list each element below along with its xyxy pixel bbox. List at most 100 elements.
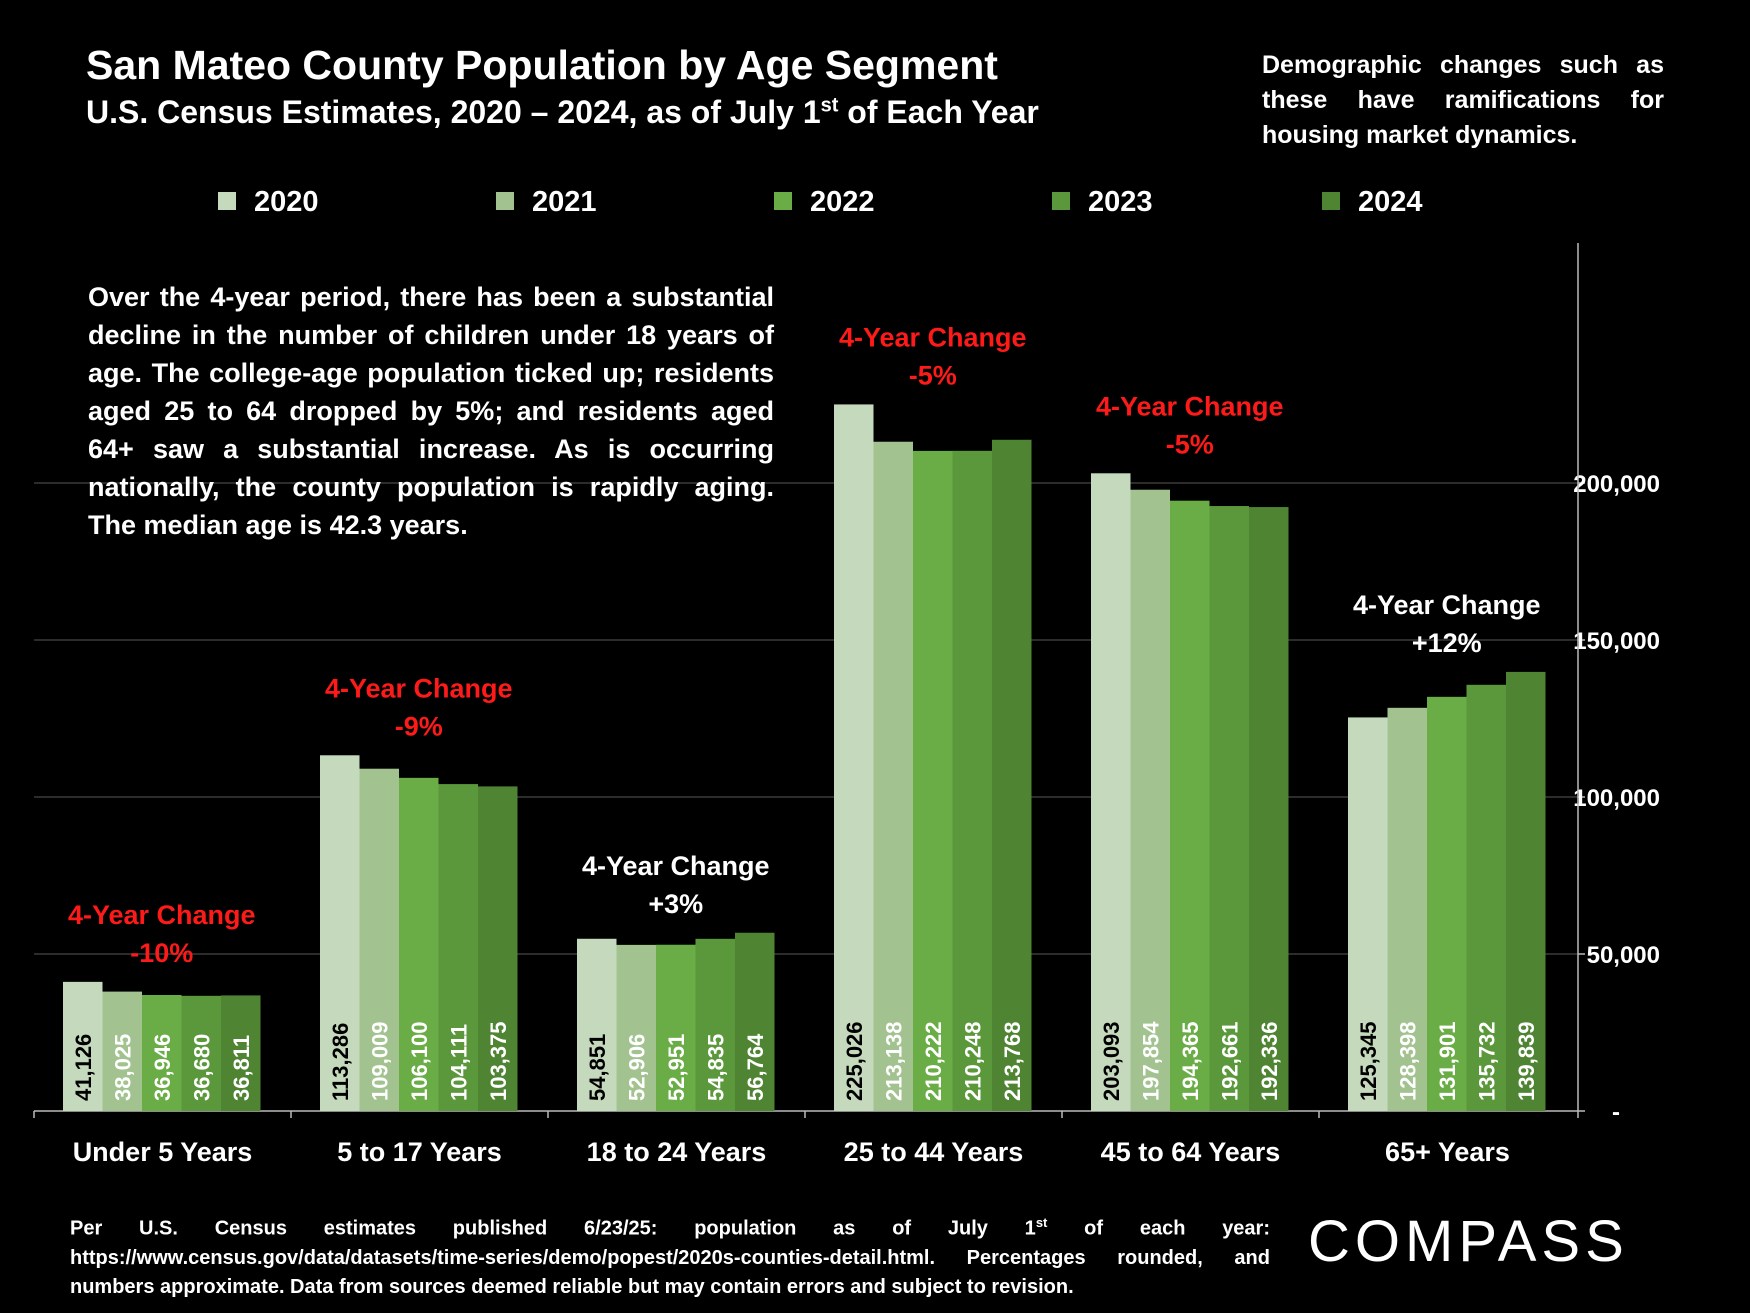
- bar: [1249, 507, 1289, 1112]
- change-annotation-value: -5%: [1166, 429, 1214, 459]
- bar-value-label: 139,839: [1514, 1021, 1539, 1101]
- bar-value-label: 125,345: [1356, 1021, 1381, 1101]
- subtitle-superscript: st: [820, 94, 839, 117]
- legend-swatch: [1322, 192, 1340, 210]
- x-category-label: Under 5 Years: [73, 1137, 253, 1167]
- x-category-label: 65+ Years: [1385, 1137, 1510, 1167]
- bar: [320, 755, 360, 1111]
- bar-value-label: 225,026: [842, 1021, 867, 1101]
- bar: [1091, 473, 1131, 1112]
- bar: [834, 404, 874, 1112]
- bar: [913, 450, 953, 1111]
- legend-swatch: [1052, 192, 1070, 210]
- bar-value-label: 36,680: [189, 1034, 214, 1101]
- bar: [873, 441, 913, 1111]
- bar: [1348, 717, 1388, 1111]
- subtitle-end: of Each Year: [838, 94, 1039, 130]
- bar-value-label: 203,093: [1099, 1021, 1124, 1101]
- bar: [1387, 707, 1427, 1111]
- bar-value-label: 210,222: [921, 1021, 946, 1101]
- commentary-text: Over the 4-year period, there has been a…: [88, 282, 774, 540]
- bar: [221, 995, 261, 1111]
- bar-value-label: 54,851: [585, 1034, 610, 1101]
- change-annotation-value: -5%: [909, 360, 957, 390]
- y-tick-label: 50,000: [1587, 942, 1660, 969]
- change-annotation-label: 4-Year Change: [68, 900, 256, 930]
- change-annotation-label: 4-Year Change: [1096, 391, 1284, 421]
- y-tick-label: 100,000: [1573, 785, 1660, 812]
- change-annotation-value: +3%: [648, 889, 703, 919]
- bar: [1427, 696, 1467, 1111]
- bar: [952, 450, 992, 1111]
- y-tick-label: 200,000: [1573, 471, 1660, 498]
- y-tick-label: 150,000: [1573, 628, 1660, 655]
- bar: [1466, 684, 1506, 1111]
- chart-title: San Mateo County Population by Age Segme…: [86, 42, 998, 88]
- chart-subtitle: U.S. Census Estimates, 2020 – 2024, as o…: [86, 94, 1039, 131]
- legend-swatch: [218, 192, 236, 210]
- footnote-part1: Per U.S. Census estimates published 6/23…: [70, 1217, 1036, 1240]
- bar-value-label: 197,854: [1138, 1021, 1163, 1101]
- change-annotation-label: 4-Year Change: [582, 851, 770, 881]
- bar-value-label: 213,138: [881, 1021, 906, 1101]
- bar-value-label: 113,286: [328, 1023, 353, 1101]
- change-annotation-label: 4-Year Change: [839, 322, 1027, 352]
- bar: [1170, 500, 1210, 1111]
- bar-value-label: 135,732: [1474, 1021, 1499, 1101]
- bar: [992, 439, 1032, 1111]
- x-category-label: 5 to 17 Years: [337, 1137, 502, 1167]
- legend-swatch: [496, 192, 514, 210]
- source-footnote: Per U.S. Census estimates published 6/23…: [70, 1208, 1270, 1302]
- bar-value-label: 54,835: [703, 1034, 728, 1101]
- footnote-superscript: st: [1035, 1215, 1048, 1230]
- legend-label: 2023: [1088, 186, 1153, 218]
- legend-label: 2021: [532, 186, 597, 218]
- change-annotation-value: -9%: [395, 711, 443, 741]
- legend-label: 2024: [1358, 186, 1423, 218]
- bar-value-label: 104,111: [446, 1024, 471, 1101]
- bar: [735, 932, 775, 1111]
- change-annotation-label: 4-Year Change: [1353, 590, 1541, 620]
- bar: [63, 981, 103, 1111]
- side-note: Demographic changes such as these have r…: [1262, 51, 1664, 149]
- bar: [656, 944, 696, 1111]
- bar-value-label: 109,009: [367, 1021, 392, 1101]
- bar: [359, 768, 399, 1111]
- bar-value-label: 210,248: [960, 1021, 985, 1101]
- bar: [181, 995, 221, 1111]
- bar-value-label: 52,951: [664, 1034, 689, 1101]
- bar: [142, 994, 182, 1111]
- bar-value-label: 128,398: [1395, 1021, 1420, 1101]
- bar-value-label: 131,901: [1435, 1021, 1460, 1101]
- bar: [1506, 671, 1546, 1111]
- bar: [577, 938, 617, 1111]
- bar-value-label: 56,764: [743, 1033, 768, 1101]
- legend-label: 2022: [810, 186, 875, 218]
- bar-value-label: 194,365: [1178, 1021, 1203, 1101]
- legend-swatch: [774, 192, 792, 210]
- bar-value-label: 36,811: [229, 1035, 254, 1101]
- change-annotation-label: 4-Year Change: [325, 673, 513, 703]
- x-category-label: 25 to 44 Years: [844, 1137, 1024, 1167]
- change-annotation-value: -10%: [130, 938, 193, 968]
- bar-value-label: 192,336: [1257, 1021, 1282, 1101]
- bar-value-label: 213,768: [1000, 1021, 1025, 1101]
- bar-value-label: 192,661: [1217, 1021, 1242, 1101]
- legend-label: 2020: [254, 186, 319, 218]
- bar: [478, 786, 518, 1111]
- compass-logo: COMPASS: [1308, 1209, 1629, 1274]
- bar-value-label: 41,126: [71, 1034, 96, 1101]
- bar: [102, 991, 142, 1111]
- bar: [695, 938, 735, 1111]
- x-category-label: 18 to 24 Years: [587, 1137, 767, 1167]
- bar: [1209, 506, 1249, 1112]
- bar-value-label: 36,946: [150, 1034, 175, 1101]
- bar-value-label: 103,375: [486, 1021, 511, 1101]
- x-category-label: 45 to 64 Years: [1101, 1137, 1281, 1167]
- bar-value-label: 52,906: [624, 1034, 649, 1101]
- bar: [438, 784, 478, 1111]
- y-tick-label: -: [1612, 1099, 1620, 1126]
- bar: [616, 944, 656, 1111]
- change-annotation-value: +12%: [1412, 628, 1482, 658]
